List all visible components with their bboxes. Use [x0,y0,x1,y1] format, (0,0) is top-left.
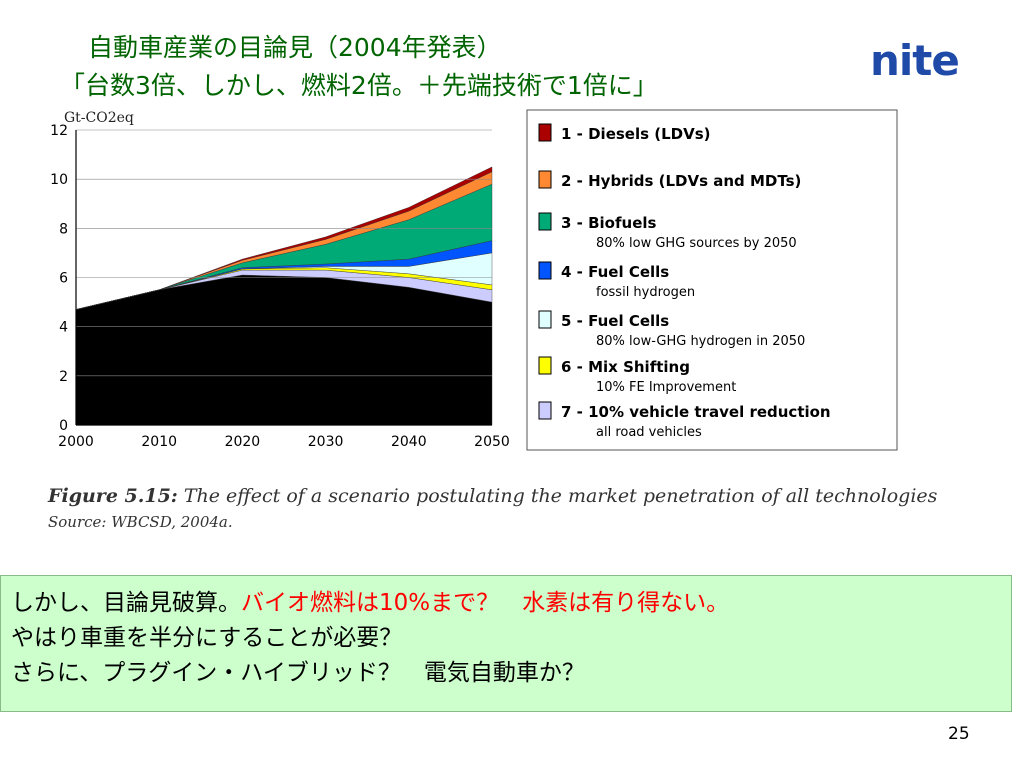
area-series-1 [75,274,493,426]
note-line-3: さらに、プラグイン・ハイブリッド？ 電気自動車か？ [11,660,585,686]
x-tick-label-2000: 2000 [58,434,94,450]
legend-sublabel-7: all road vehicles [596,425,702,440]
legend-label-2: 2 - Hybrids (LDVs and MDTs) [561,172,801,190]
nite-logo: nite [870,36,960,85]
page-number: 25 [948,724,970,744]
legend: 1 - Diesels (LDVs) 2 - Hybrids (LDVs and … [526,109,898,451]
legend-swatch-4 [538,261,552,280]
legend-sublabel-3: 80% low GHG sources by 2050 [596,236,797,251]
y-tick-label-10: 10 [50,172,68,188]
y-tick-label-4: 4 [59,320,68,336]
figure-label: Figure 5.15: [48,485,178,507]
x-tick-label-2030: 2030 [308,434,344,450]
legend-swatch-6 [538,356,552,375]
y-tick-label-2: 2 [59,369,68,385]
y-axis-label: Gt-CO2eq [64,110,134,126]
area-series-8 [75,166,493,310]
y-tick-label-8: 8 [59,221,68,237]
x-tick-label-2020: 2020 [225,434,261,450]
x-tick-label-2050: 2050 [474,434,510,450]
legend-label-1: 1 - Diesels (LDVs) [561,125,711,143]
legend-swatch-2 [538,170,552,189]
note-line-1-highlight: バイオ燃料は10%まで？ 水素は有り得ない。 [241,590,730,616]
figure-text: The effect of a scenario postulating the… [183,485,938,507]
legend-box [526,109,898,451]
emissions-chart: 0 2 4 6 8 10 12 2000 2010 2020 2030 2040 2050 Gt-CO2… [50,109,898,451]
legend-sublabel-5: 80% low-GHG hydrogen in 2050 [596,334,805,349]
gridlines [76,129,492,377]
note-line-1-text: しかし、目論見破算。 [11,590,241,616]
y-tick-label-0: 0 [59,418,68,434]
note-box: しかし、目論見破算。バイオ燃料は10%まで？ 水素は有り得ない。 やはり車重を半… [0,575,1012,712]
legend-label-7: 7 - 10% vehicle travel reduction [561,403,831,421]
legend-swatch-7 [538,401,552,420]
axes: 0 2 4 6 8 10 12 2000 2010 2020 2030 2040 2050 [50,123,510,450]
note-line-2: やはり車重を半分にすることが必要？ [11,625,403,651]
x-tick-label-2040: 2040 [391,434,427,450]
legend-label-3: 3 - Biofuels [561,214,657,232]
legend-swatch-5 [538,310,552,329]
legend-swatch-3 [538,212,552,231]
note-line-1: しかし、目論見破算。バイオ燃料は10%まで？ 水素は有り得ない。 [11,586,1011,621]
slide-title-line-2: 「台数3倍、しかし、燃料2倍。＋先端技術で1倍に」 [60,71,658,100]
slide-title-line-1: 自動車産業の目論見（2004年発表） [88,33,502,62]
legend-label-4: 4 - Fuel Cells [561,263,669,281]
legend-label-6: 6 - Mix Shifting [561,358,690,376]
x-tick-label-2010: 2010 [141,434,177,450]
legend-swatch-1 [538,123,552,142]
figure-source: Source: WBCSD, 2004a. [48,513,233,531]
legend-sublabel-4: fossil hydrogen [596,285,695,300]
y-tick-label-6: 6 [59,271,68,287]
legend-label-5: 5 - Fuel Cells [561,312,669,330]
legend-sublabel-6: 10% FE Improvement [596,380,736,395]
y-tick-label-12: 12 [50,123,68,139]
figure-caption: Figure 5.15: The effect of a scenario po… [48,485,937,507]
